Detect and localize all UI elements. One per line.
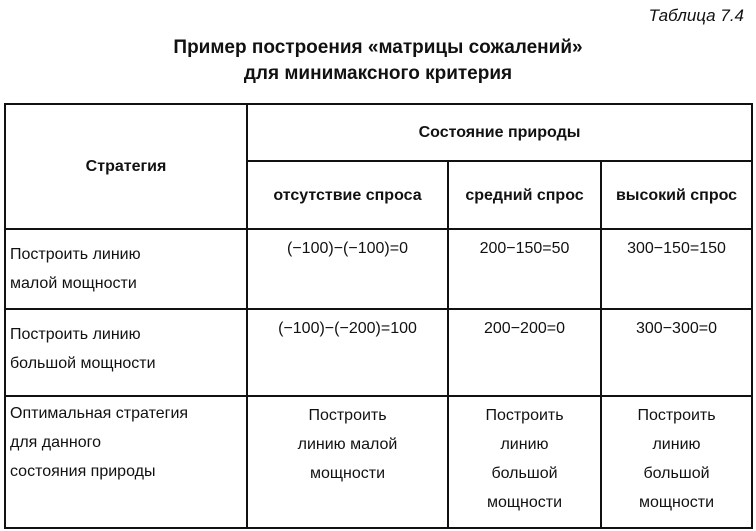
text: Построить линию [10,246,141,263]
cell: (−100)−(−100)=0 [246,228,449,310]
header-strategy: Стратегия [4,103,248,230]
text: мощности [638,494,715,511]
cell: 200−150=50 [447,228,602,310]
text: мощности [486,494,563,511]
text: Построить [637,407,716,424]
text: большой [491,465,558,482]
cell: 200−200=0 [447,308,602,397]
text: линию [652,436,701,453]
table-row: Построить линию большой мощности (−100)−(… [4,308,753,397]
text: малой мощности [10,275,137,292]
table-number: Таблица 7.4 [648,6,744,25]
text: Построить [485,407,564,424]
text: Построить [308,407,387,424]
row-strategy: Построить линию большой мощности [4,308,248,397]
text: состояния природы [10,463,156,480]
text: большой мощности [10,355,156,372]
text: Построить линию [10,326,141,343]
optimal-cell: Построить линию малой мощности [246,395,449,529]
table-title-line1: Пример построения «матрицы сожалений» [173,37,583,58]
header-state-3: высокий спрос [600,160,753,230]
text: большой [643,465,710,482]
header-state-1: отсутствие спроса [246,160,449,230]
regret-matrix-table: Стратегия Состояние природы отсутствие с… [4,103,753,529]
header-nature-state: Состояние природы [246,103,753,162]
optimal-cell: Построить линию большой мощности [447,395,602,529]
text: для данного [10,434,101,451]
row-strategy: Построить линию малой мощности [4,228,248,310]
text: Оптимальная стратегия [10,405,189,422]
table-row: Построить линию малой мощности (−100)−(−1… [4,228,753,310]
text: мощности [309,465,386,482]
optimal-label: Оптимальная стратегия для данного состояни… [4,395,248,529]
optimal-cell: Построить линию большой мощности [600,395,753,529]
table-row-optimal: Оптимальная стратегия для данного состояни… [4,395,753,529]
header-state-2: средний спрос [447,160,602,230]
cell: 300−300=0 [600,308,753,397]
text: линию [500,436,549,453]
cell: 300−150=150 [600,228,753,310]
cell: (−100)−(−200)=100 [246,308,449,397]
table-title-line2: для минимаксного критерия [243,63,513,84]
text: линию малой [297,436,398,453]
